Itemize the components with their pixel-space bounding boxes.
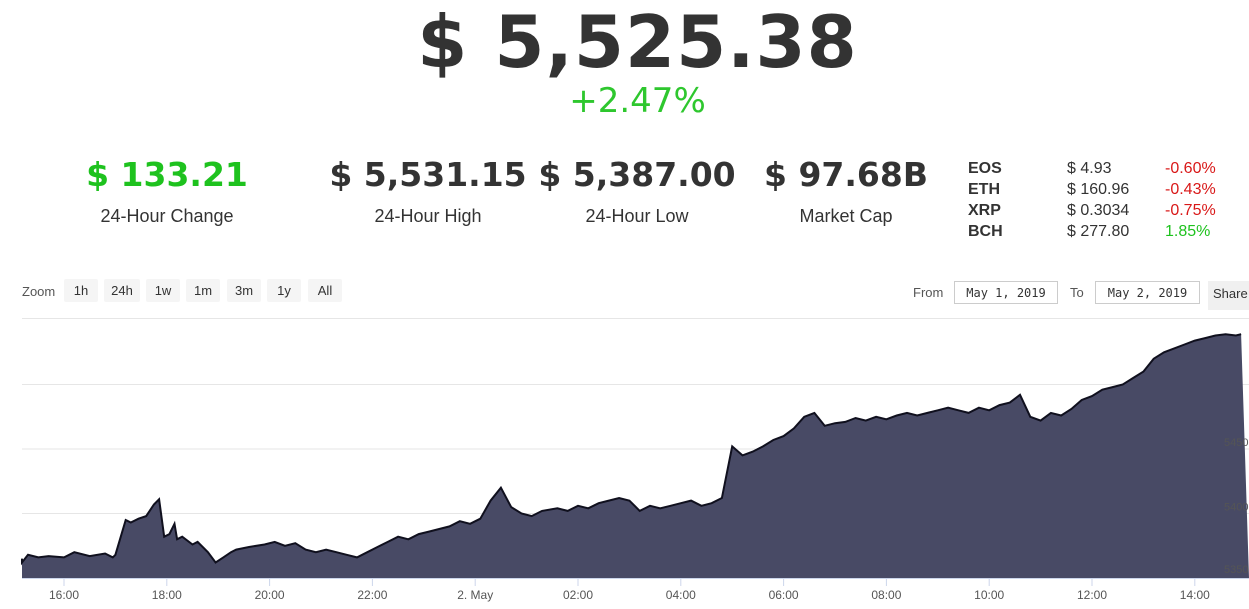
coin-symbol: EOS xyxy=(968,160,1002,177)
x-tick-label: 20:00 xyxy=(255,588,285,602)
stat-market-cap: $ 97.68B Market Cap xyxy=(736,152,956,227)
to-label: To xyxy=(1070,285,1084,300)
y-tick-label: 5350 xyxy=(1224,564,1248,576)
from-date-input[interactable]: May 1, 2019 xyxy=(954,281,1058,304)
coin-ticker-list: EOS $ 4.93 -0.60% ETH $ 160.96 -0.43% XR… xyxy=(968,160,1249,244)
chart-top-divider xyxy=(22,318,1249,319)
x-tick-label: 12:00 xyxy=(1077,588,1107,602)
x-tick-label: 18:00 xyxy=(152,588,182,602)
coin-row-eth[interactable]: ETH $ 160.96 -0.43% xyxy=(968,181,1249,202)
stat-label: 24-Hour Low xyxy=(585,206,689,226)
stat-value: $ 133.21 xyxy=(86,155,248,194)
coin-change: -0.75% xyxy=(1165,202,1216,219)
stat-label: 24-Hour Change xyxy=(100,206,234,226)
x-tick-label: 02:00 xyxy=(563,588,593,602)
stat-24h-high: $ 5,531.15 24-Hour High xyxy=(318,152,538,227)
zoom-3m-button[interactable]: 3m xyxy=(227,279,261,302)
from-label: From xyxy=(913,285,944,300)
coin-symbol: BCH xyxy=(968,223,1003,240)
coin-change: -0.43% xyxy=(1165,181,1216,198)
x-tick-label: 14:00 xyxy=(1180,588,1210,602)
zoom-all-button[interactable]: All xyxy=(308,279,342,302)
stat-label: 24-Hour High xyxy=(374,206,482,226)
zoom-1y-button[interactable]: 1y xyxy=(267,279,301,302)
price-area xyxy=(22,334,1249,578)
coin-symbol: XRP xyxy=(968,202,1001,219)
zoom-1m-button[interactable]: 1m xyxy=(186,279,220,302)
coin-price: $ 160.96 xyxy=(1067,181,1130,198)
x-tick-label: 22:00 xyxy=(357,588,387,602)
y-tick-label: 5450 xyxy=(1224,437,1248,449)
price-line xyxy=(21,333,1242,566)
x-tick-label: 10:00 xyxy=(974,588,1004,602)
y-tick-label: 5400 xyxy=(1224,502,1248,514)
coin-change: 1.85% xyxy=(1165,223,1211,240)
coin-price: $ 0.3034 xyxy=(1067,202,1130,219)
coin-row-bch[interactable]: BCH $ 277.80 1.85% xyxy=(968,223,1249,244)
to-date-input[interactable]: May 2, 2019 xyxy=(1095,281,1200,304)
x-tick-label: 16:00 xyxy=(49,588,79,602)
stat-value: $ 5,531.15 xyxy=(329,155,527,194)
coin-change: -0.60% xyxy=(1165,160,1216,177)
zoom-24h-button[interactable]: 24h xyxy=(104,279,140,302)
stat-value: $ 97.68B xyxy=(764,155,928,194)
x-tick-label: 08:00 xyxy=(871,588,901,602)
stat-24h-change: $ 133.21 24-Hour Change xyxy=(57,152,277,227)
coin-price: $ 277.80 xyxy=(1067,223,1130,240)
coin-row-xrp[interactable]: XRP $ 0.3034 -0.75% xyxy=(968,202,1249,223)
zoom-1h-button[interactable]: 1h xyxy=(64,279,98,302)
x-tick-label: 06:00 xyxy=(769,588,799,602)
stat-value: $ 5,387.00 xyxy=(538,155,736,194)
x-tick-label: 04:00 xyxy=(666,588,696,602)
zoom-label: Zoom xyxy=(22,284,56,299)
current-price: $ 5,525.38 xyxy=(417,0,858,84)
coin-row-eos[interactable]: EOS $ 4.93 -0.60% xyxy=(968,160,1249,181)
coin-symbol: ETH xyxy=(968,181,1000,198)
stat-24h-low: $ 5,387.00 24-Hour Low xyxy=(527,152,747,227)
zoom-1w-button[interactable]: 1w xyxy=(146,279,180,302)
share-button[interactable]: Share xyxy=(1208,281,1249,310)
coin-price: $ 4.93 xyxy=(1067,160,1112,177)
stat-label: Market Cap xyxy=(799,206,893,226)
price-change-percent: +2.47% xyxy=(569,81,706,121)
x-tick-label: 2. May xyxy=(457,588,493,602)
